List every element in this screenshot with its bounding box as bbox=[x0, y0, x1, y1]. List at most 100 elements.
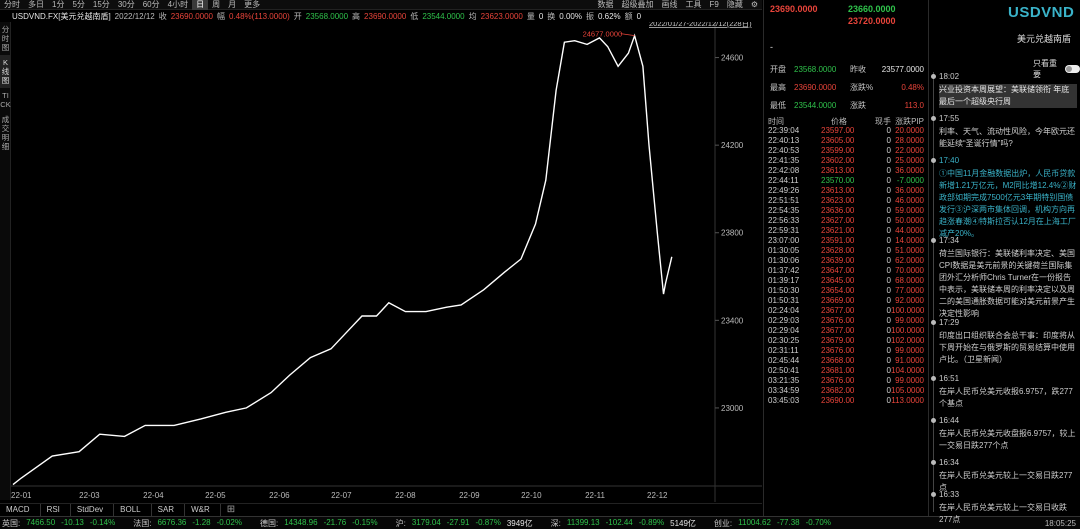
volume-value: 0 bbox=[538, 12, 544, 21]
news-body: 在岸人民币兑美元收盘报6.9757，较上一交易日跌277个点 bbox=[939, 429, 1076, 450]
quote-bid-price: 23660.0000 bbox=[848, 4, 896, 14]
period-button[interactable]: 15分 bbox=[92, 0, 110, 9]
period-button[interactable]: 4小时 bbox=[167, 0, 189, 9]
period-button[interactable]: 分时 bbox=[4, 0, 20, 9]
view-tab[interactable]: K线图 bbox=[0, 55, 11, 88]
tool-button[interactable]: F9 bbox=[709, 0, 719, 9]
change-label: 幅 bbox=[216, 12, 225, 21]
high-value: 23690.0000 bbox=[794, 82, 837, 92]
indicator-tab[interactable]: SAR bbox=[152, 503, 186, 516]
period-button[interactable]: 周 bbox=[212, 0, 221, 9]
tool-button[interactable]: 画线 bbox=[661, 0, 678, 9]
important-only-toggle[interactable]: 只看重要 bbox=[1033, 58, 1080, 80]
trade-volume: 0 bbox=[886, 326, 891, 335]
x-tick-label: 22-11 bbox=[585, 491, 605, 500]
x-tick-label: 22-05 bbox=[205, 491, 226, 500]
settings-icon[interactable]: ⚙ bbox=[750, 0, 758, 9]
low-label: 低 bbox=[410, 12, 419, 21]
period-button[interactable]: 1分 bbox=[52, 0, 65, 9]
period-button[interactable]: 多日 bbox=[28, 0, 44, 9]
trade-price: 23639.00 bbox=[821, 256, 855, 265]
period-button[interactable]: 日 bbox=[192, 0, 209, 10]
trade-time: 22:49:26 bbox=[768, 186, 800, 195]
tool-button[interactable]: 工具 bbox=[685, 0, 702, 9]
trade-time: 23:07:00 bbox=[768, 236, 800, 245]
trade-price: 23605.00 bbox=[821, 136, 855, 145]
price-chart[interactable]: 23000 23400 23800 24200 24600 22-01 22-03 22-04… bbox=[11, 22, 762, 502]
ticker-item: 英国: 7466.50 -10.13 -0.14% bbox=[2, 518, 115, 529]
indicator-tabs: MACD RSI StdDev BOLL SAR W&R ⊞ bbox=[0, 503, 762, 516]
trade-pip: 50.0000 bbox=[895, 216, 924, 225]
news-body: 印度出口组织联合会总干事：印度将从下周开始在与俄罗斯的贸易结算中使用卢比。（卫星… bbox=[939, 331, 1075, 364]
trade-pip: 70.0000 bbox=[895, 266, 924, 275]
trade-volume: 0 bbox=[886, 166, 891, 175]
trade-row: 22:42:08 23613.00 0 36.0000 bbox=[768, 166, 926, 176]
trade-pip: 62.0000 bbox=[895, 256, 924, 265]
period-button[interactable]: 5分 bbox=[72, 0, 85, 9]
trade-pip: 113.0000 bbox=[891, 396, 924, 405]
trade-row: 22:40:13 23605.00 0 28.0000 bbox=[768, 136, 926, 146]
trade-volume: 0 bbox=[886, 376, 891, 385]
trade-volume: 0 bbox=[886, 146, 891, 155]
price-chart-svg: 23000 23400 23800 24200 24600 22-01 22-03 22-04… bbox=[11, 22, 762, 502]
news-body: ①中国11月金融数据出炉，人民币贷款新增1.21万亿元，M2同比增12.4%②财… bbox=[939, 169, 1077, 238]
trade-row: 22:59:31 23621.00 0 44.0000 bbox=[768, 226, 926, 236]
avg-label: 均 bbox=[468, 12, 477, 21]
view-tab[interactable]: TICK bbox=[0, 91, 11, 109]
important-only-label: 只看重要 bbox=[1033, 59, 1057, 79]
indicator-tab[interactable]: MACD bbox=[0, 503, 41, 516]
ticker-value: 7466.50 bbox=[26, 517, 56, 527]
period-button[interactable]: 月 bbox=[228, 0, 237, 9]
tool-button[interactable]: 超级叠加 bbox=[621, 0, 654, 9]
ticker-pct: -0.14% bbox=[89, 517, 116, 527]
x-tick-label: 22-10 bbox=[521, 491, 542, 500]
tool-button[interactable]: 数据 bbox=[597, 0, 614, 9]
trade-volume: 0 bbox=[886, 336, 891, 345]
period-button[interactable]: 30分 bbox=[117, 0, 135, 9]
ticker-amount: 5149亿 bbox=[670, 518, 696, 528]
add-indicator-icon[interactable]: ⊞ bbox=[226, 504, 236, 515]
trade-pip: 36.0000 bbox=[895, 186, 924, 195]
indicator-tab[interactable]: W&R bbox=[185, 503, 221, 516]
peak-marker-line bbox=[620, 33, 635, 37]
trade-time: 22:56:33 bbox=[768, 216, 800, 225]
y-tick-label: 23800 bbox=[721, 229, 744, 238]
amplitude-label: 振 bbox=[585, 12, 594, 21]
ticker-name: 英国: bbox=[2, 518, 21, 528]
col-time: 时间 bbox=[768, 117, 784, 126]
trade-price: 23645.00 bbox=[821, 276, 855, 285]
trade-volume: 0 bbox=[886, 186, 891, 195]
indicator-tab[interactable]: BOLL bbox=[114, 503, 152, 516]
period-button[interactable]: 60分 bbox=[142, 0, 160, 9]
trade-row: 22:56:33 23627.00 0 50.0000 bbox=[768, 216, 926, 226]
trade-volume: 0 bbox=[886, 246, 891, 255]
quote-panel: 23690.0000 23660.0000 23720.0000 - 开盘 23… bbox=[763, 0, 927, 516]
trade-price: 23597.00 bbox=[821, 126, 855, 135]
ticker-change: -27.91 bbox=[446, 517, 470, 527]
trade-pip: 102.0000 bbox=[891, 336, 925, 345]
trade-row: 22:39:04 23597.00 0 20.0000 bbox=[768, 126, 926, 136]
trade-time: 02:45:44 bbox=[768, 356, 800, 365]
trade-time: 01:50:30 bbox=[768, 286, 800, 295]
toggle-switch[interactable] bbox=[1065, 65, 1080, 73]
trade-pip: 44.0000 bbox=[895, 226, 924, 235]
ticker-pct: -0.02% bbox=[216, 517, 242, 527]
news-symbol-subtitle: 美元兑越南盾 bbox=[1017, 34, 1072, 44]
tool-button[interactable]: 隐藏 bbox=[726, 0, 743, 9]
avg-value: 23623.0000 bbox=[480, 12, 523, 21]
trade-pip: 100.0000 bbox=[891, 306, 925, 315]
news-time: 16:33 bbox=[939, 490, 960, 499]
indicator-tab[interactable]: StdDev bbox=[71, 503, 115, 516]
ticker-value: 11399.13 bbox=[566, 517, 600, 527]
view-tab[interactable]: 成交明细 bbox=[1, 115, 10, 151]
trade-row: 02:31:11 23676.00 0 99.0000 bbox=[768, 346, 926, 356]
trade-row: 02:24:04 23677.00 0 100.0000 bbox=[768, 306, 926, 316]
trade-price: 23681.00 bbox=[821, 366, 855, 375]
trade-price: 23676.00 bbox=[821, 316, 855, 325]
indicator-tab[interactable]: RSI bbox=[41, 503, 71, 516]
trade-price: 23591.00 bbox=[821, 236, 855, 245]
trade-list[interactable]: 22:39:04 23597.00 0 20.0000 22:40:13 23605.00… bbox=[768, 126, 926, 406]
trade-volume: 0 bbox=[886, 306, 891, 315]
view-tab[interactable]: 分时图 bbox=[1, 25, 10, 52]
period-button[interactable]: 更多 bbox=[244, 0, 261, 9]
